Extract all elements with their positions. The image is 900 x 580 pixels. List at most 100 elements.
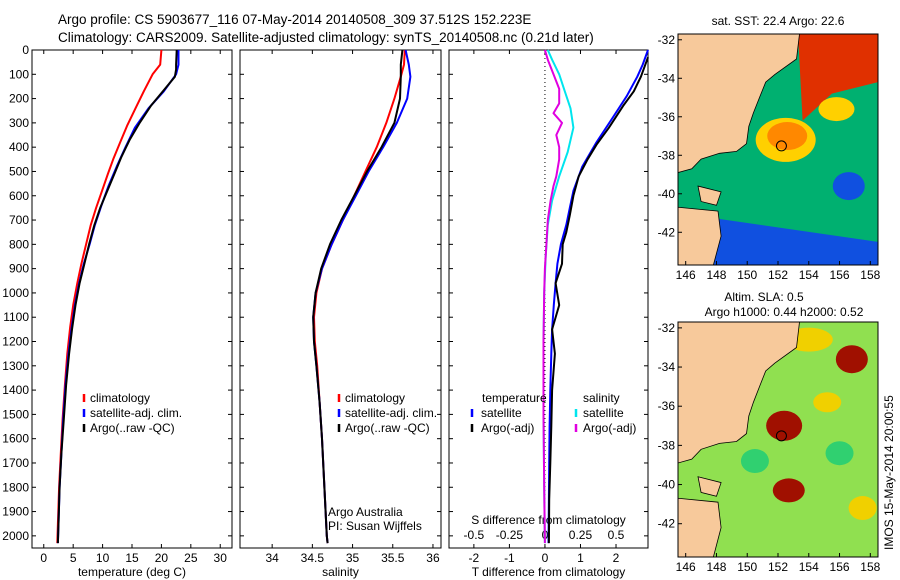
- depth-tick-label: 300: [9, 116, 29, 130]
- depth-tick-label: 800: [9, 237, 29, 251]
- lat-tick-label: -38: [658, 438, 676, 452]
- depth-tick-label: 1500: [2, 407, 29, 421]
- depth-tick-label: 0: [22, 43, 29, 57]
- depth-tick-label: 200: [9, 92, 29, 106]
- east-australian-current: [798, 34, 878, 121]
- x-tick-label: 20: [155, 551, 169, 565]
- depth-tick-label: 1200: [2, 335, 29, 349]
- sst-map-title: sat. SST: 22.4 Argo: 22.6: [712, 14, 845, 28]
- sla-map: [677, 321, 879, 558]
- lon-tick-label: 146: [676, 560, 696, 574]
- legend-label: Argo(-adj): [481, 421, 534, 435]
- warm-patch: [818, 97, 855, 122]
- figure-title-line1: Argo profile: CS 5903677_116 07-May-2014…: [58, 12, 532, 27]
- x-tick-label: 5: [70, 551, 77, 565]
- argo-float-marker: [775, 430, 787, 442]
- lat-tick-label: -38: [658, 148, 676, 162]
- legend-label: satellite: [481, 406, 522, 420]
- lat-tick-label: -40: [658, 478, 676, 492]
- depth-tick-label: 700: [9, 213, 29, 227]
- depth-tick-label: 1900: [2, 505, 29, 519]
- sla-anomaly: [766, 410, 803, 441]
- sla-map-subtitle: Argo h1000: 0.44 h2000: 0.52: [705, 305, 864, 319]
- depth-tick-label: 1000: [2, 286, 29, 300]
- sla-map-title: Altim. SLA: 0.5: [724, 290, 804, 304]
- lat-tick-label: -42: [658, 517, 676, 531]
- land-australia: [678, 322, 800, 464]
- s-diff-tick-label: 0.5: [608, 528, 625, 542]
- land-australia: [678, 34, 800, 174]
- land-island: [697, 185, 722, 206]
- x-tick-label: -2: [469, 551, 480, 565]
- x-tick-label: 25: [184, 551, 198, 565]
- x-tick-label: 30: [214, 551, 228, 565]
- temperature-plot-frame: [31, 49, 233, 549]
- sla-anomaly: [848, 496, 877, 521]
- legend-header: salinity: [583, 391, 620, 405]
- series-line-climatology: [56, 49, 163, 544]
- sla-anomaly: [825, 441, 854, 466]
- argo-float-marker: [775, 140, 787, 152]
- x-tick-label: 34: [265, 551, 279, 565]
- lat-tick-label: -36: [658, 399, 676, 413]
- salinity-plot-frame: [239, 49, 442, 549]
- legend-label: Argo(..raw -QC): [345, 421, 430, 435]
- lon-tick-label: 148: [706, 268, 726, 282]
- land-tasmania: [678, 497, 722, 557]
- lon-tick-label: 148: [706, 560, 726, 574]
- lat-tick-label: -34: [658, 71, 676, 85]
- lon-tick-label: 152: [768, 560, 788, 574]
- series-line-satelliteadjclim: [312, 49, 412, 544]
- s-diff-tick-label: -0.5: [464, 528, 485, 542]
- x-tick-label: 34.5: [301, 551, 325, 565]
- lat-tick-label: -32: [658, 33, 676, 47]
- x-tick-label: 35: [346, 551, 360, 565]
- x-axis-label: temperature (deg C): [78, 565, 186, 579]
- data-provider-annotation: Argo Australia: [328, 505, 403, 519]
- series-line-temperature-satellite: [547, 49, 649, 544]
- series-line-argorawqc: [56, 49, 178, 544]
- lat-tick-label: -36: [658, 110, 676, 124]
- legend-label: satellite-adj. clim.: [345, 406, 437, 420]
- warm-eddy: [767, 122, 808, 151]
- x-tick-label: 15: [125, 551, 139, 565]
- x-tick-label: 1: [577, 551, 584, 565]
- lat-tick-label: -40: [658, 187, 676, 201]
- x-tick-label: 10: [96, 551, 110, 565]
- depth-tick-label: 1100: [3, 310, 29, 324]
- legend-label: Argo(-adj): [583, 421, 636, 435]
- sla-anomaly: [813, 392, 842, 413]
- s-diff-tick-label: 0.25: [569, 528, 593, 542]
- legend-label: satellite: [583, 406, 624, 420]
- cold-patch: [832, 172, 865, 201]
- lon-tick-label: 152: [768, 268, 788, 282]
- depth-tick-label: 2000: [2, 529, 29, 543]
- series-line-salinity-argoadj: [542, 49, 563, 544]
- lon-tick-label: 158: [860, 560, 880, 574]
- land-island: [697, 476, 722, 497]
- depth-tick-label: 1800: [2, 480, 29, 494]
- sla-anomaly: [835, 345, 868, 374]
- x-axis-label: T difference from climatology: [472, 565, 626, 579]
- lon-tick-label: 154: [799, 268, 819, 282]
- imos-side-label: IMOS 15-May-2014 20:00:55: [882, 395, 896, 550]
- legend-header: temperature: [482, 391, 547, 405]
- lon-tick-label: 158: [860, 268, 880, 282]
- series-line-temperature-argoadj: [547, 56, 649, 544]
- legend-label: satellite-adj. clim.: [90, 406, 182, 420]
- depth-tick-label: 1700: [2, 456, 29, 470]
- s-diff-tick-label: -0.25: [496, 528, 524, 542]
- sla-anomaly: [772, 478, 805, 503]
- lon-tick-label: 154: [799, 560, 819, 574]
- x-axis-label: salinity: [322, 565, 359, 579]
- series-line-satelliteadjclim: [56, 50, 180, 544]
- lat-tick-label: -34: [658, 360, 676, 374]
- legend-label: climatology: [345, 391, 405, 405]
- depth-tick-label: 1600: [2, 432, 29, 446]
- depth-tick-label: 900: [9, 262, 29, 276]
- lat-tick-label: -42: [658, 225, 676, 239]
- depth-tick-label: 1300: [2, 359, 29, 373]
- figure-title-line2: Climatology: CARS2009. Satellite-adjuste…: [58, 30, 594, 45]
- series-line-argorawqc: [312, 49, 404, 544]
- lon-tick-label: 150: [737, 560, 757, 574]
